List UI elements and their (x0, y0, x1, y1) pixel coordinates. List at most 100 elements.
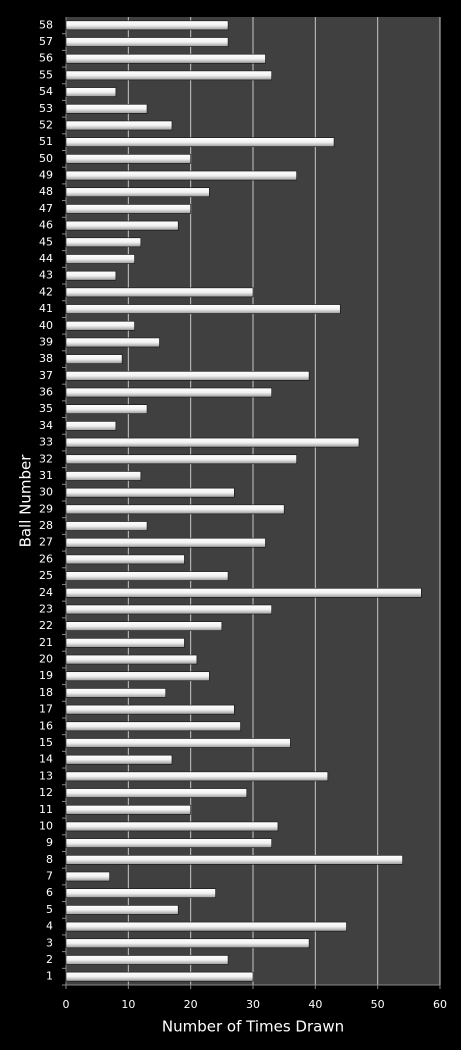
bar (65, 754, 173, 765)
y-tick-label: 29 (39, 502, 53, 515)
y-tick-label: 30 (39, 486, 53, 499)
bar (65, 404, 148, 415)
bar (65, 421, 117, 431)
y-tick-label: 26 (39, 552, 53, 565)
bar (65, 638, 185, 648)
bar (65, 855, 403, 865)
y-tick-label: 32 (39, 452, 53, 465)
bar (65, 671, 210, 682)
y-tick-label: 12 (39, 786, 53, 799)
y-tick-label: 24 (39, 586, 53, 599)
y-tick-label: 33 (39, 436, 53, 449)
bar (65, 387, 272, 398)
y-tick-label: 43 (39, 269, 53, 282)
bar (65, 204, 191, 214)
y-tick-label: 56 (39, 52, 53, 65)
bar (65, 137, 335, 147)
bar (65, 170, 297, 181)
y-tick-label: 8 (46, 853, 53, 866)
bar (65, 738, 291, 748)
bar (65, 804, 191, 815)
y-axis-title: Ball Number (17, 454, 35, 548)
bar (65, 537, 266, 548)
y-tick-label: 3 (46, 936, 53, 949)
y-tick-label: 54 (39, 85, 53, 98)
y-tick-label: 20 (39, 653, 53, 666)
y-tick-label: 5 (46, 903, 53, 916)
bar (65, 70, 272, 81)
bar (65, 87, 117, 97)
bar (65, 521, 148, 531)
y-tick-label: 4 (46, 920, 53, 933)
y-tick-label: 1 (46, 970, 53, 983)
bar (65, 154, 191, 164)
y-tick-label: 51 (39, 135, 53, 148)
y-tick-label: 21 (39, 636, 53, 649)
y-tick-label: 35 (39, 402, 53, 415)
y-tick-label: 16 (39, 719, 53, 732)
bar (65, 721, 241, 732)
y-tick-label: 17 (39, 703, 53, 716)
bar (65, 604, 272, 615)
y-tick-label: 50 (39, 152, 53, 165)
bar (65, 587, 422, 598)
bar (65, 788, 248, 798)
y-tick-label: 42 (39, 285, 53, 298)
bar (65, 354, 123, 364)
y-tick-label: 6 (46, 886, 53, 899)
y-tick-label: 28 (39, 519, 53, 532)
y-tick-label: 58 (39, 18, 53, 31)
bar (65, 487, 235, 498)
y-tick-label: 44 (39, 252, 53, 265)
y-tick-label: 36 (39, 386, 53, 399)
y-tick-label: 18 (39, 686, 53, 699)
bar (65, 270, 117, 281)
y-tick-label: 52 (39, 118, 53, 131)
y-tick-label: 47 (39, 202, 53, 215)
x-tick-label: 20 (184, 998, 198, 1011)
x-tick-label: 40 (308, 998, 322, 1011)
bar (65, 688, 167, 698)
bar (65, 371, 310, 381)
y-tick-label: 23 (39, 602, 53, 615)
y-tick-label: 2 (46, 953, 53, 966)
bar (65, 871, 110, 882)
y-tick-label: 9 (46, 836, 53, 849)
x-tick-label: 50 (371, 998, 385, 1011)
y-tick-label: 41 (39, 302, 53, 315)
y-tick-label: 38 (39, 352, 53, 365)
bar (65, 320, 135, 331)
y-tick-label: 14 (39, 753, 53, 766)
bar (65, 838, 272, 848)
y-tick-label: 13 (39, 769, 53, 782)
bar (65, 654, 198, 665)
bar (65, 888, 216, 899)
bar (65, 120, 173, 131)
x-tick-label: 30 (246, 998, 260, 1011)
bar (65, 821, 279, 832)
y-tick-label: 37 (39, 369, 53, 382)
y-tick-label: 19 (39, 669, 53, 682)
bar (65, 621, 223, 631)
bar (65, 771, 329, 782)
y-tick-label: 39 (39, 335, 53, 348)
y-tick-label: 27 (39, 536, 53, 549)
bar (65, 454, 297, 465)
y-tick-label: 31 (39, 469, 53, 482)
bar (65, 955, 229, 965)
bar (65, 905, 179, 915)
y-tick-label: 25 (39, 569, 53, 582)
y-tick-label: 48 (39, 185, 53, 198)
y-tick-label: 11 (39, 803, 53, 816)
bar (65, 20, 229, 31)
bar (65, 571, 229, 581)
bar (65, 437, 360, 448)
bar (65, 220, 179, 231)
bar (65, 237, 142, 248)
y-tick-label: 10 (39, 819, 53, 832)
y-tick-label: 45 (39, 235, 53, 248)
y-tick-label: 55 (39, 68, 53, 81)
y-tick-label: 40 (39, 319, 53, 332)
